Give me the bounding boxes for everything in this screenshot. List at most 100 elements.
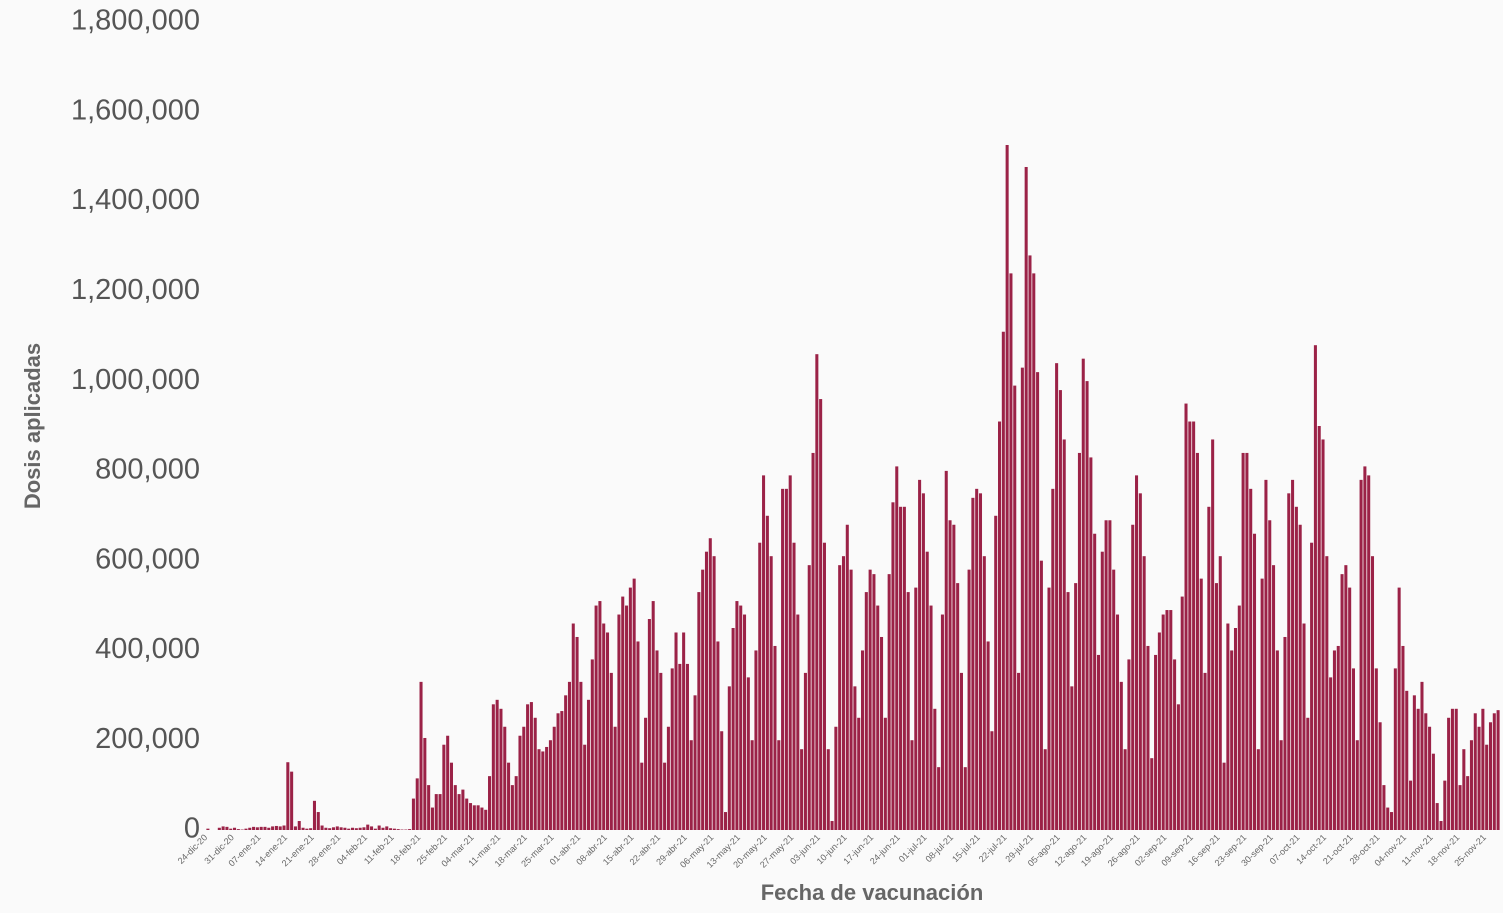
bar <box>998 421 1002 830</box>
bar <box>373 828 377 830</box>
bar <box>586 699 591 830</box>
bar <box>1127 659 1131 830</box>
bar <box>880 636 884 830</box>
bar <box>297 821 301 830</box>
bar <box>316 812 320 830</box>
bar <box>1104 520 1108 830</box>
bar <box>423 737 427 830</box>
bar <box>1108 520 1112 830</box>
bar <box>430 807 434 830</box>
y-tick-label: 600,000 <box>95 543 200 575</box>
bar <box>484 809 488 830</box>
bar <box>1157 632 1161 830</box>
bar <box>914 587 918 830</box>
bar <box>978 493 983 830</box>
bar <box>381 827 385 830</box>
bar <box>1089 457 1093 830</box>
bar <box>1477 726 1481 830</box>
bar <box>255 827 259 830</box>
bar <box>331 827 336 830</box>
bar <box>956 583 960 830</box>
bar <box>1264 479 1268 830</box>
bar <box>377 825 381 830</box>
bar <box>499 708 503 830</box>
bar <box>552 726 556 830</box>
bar <box>1359 479 1363 830</box>
bar <box>1355 740 1359 830</box>
bar <box>1466 776 1470 830</box>
bar <box>1275 650 1279 830</box>
bar <box>564 695 568 830</box>
bar <box>1370 556 1375 830</box>
bar <box>1401 645 1405 830</box>
bar <box>765 515 769 830</box>
bar <box>792 542 796 830</box>
bar <box>1100 551 1104 830</box>
bar <box>1081 358 1085 830</box>
bar <box>636 641 640 830</box>
bar <box>1435 803 1439 830</box>
bar <box>727 686 731 830</box>
bar <box>834 726 838 830</box>
bar <box>1146 645 1150 830</box>
bar <box>1287 493 1291 830</box>
bar <box>248 827 252 830</box>
bar <box>784 488 788 830</box>
bar <box>819 399 823 830</box>
bar <box>621 596 625 830</box>
bar <box>1214 583 1218 830</box>
bar <box>274 825 278 830</box>
bar <box>750 740 754 830</box>
y-tick-label: 1,200,000 <box>71 274 200 306</box>
x-axis-title: Fecha de vacunación <box>761 880 984 905</box>
bar <box>1481 708 1485 830</box>
bar <box>347 828 351 830</box>
bar <box>495 699 499 830</box>
y-tick-label: 800,000 <box>95 454 200 486</box>
bar <box>1363 466 1367 830</box>
bar <box>640 762 644 830</box>
bar <box>1473 713 1477 830</box>
bar <box>697 592 701 830</box>
bar <box>628 587 632 830</box>
bar <box>1233 628 1238 830</box>
bar <box>221 826 225 830</box>
bar <box>335 826 339 830</box>
bar <box>1112 569 1116 830</box>
bar <box>929 605 933 830</box>
bar <box>571 623 575 830</box>
bar <box>959 672 963 830</box>
bar <box>579 681 583 830</box>
bar <box>320 825 324 830</box>
bar <box>545 746 549 830</box>
bar <box>918 479 922 830</box>
bar <box>1306 717 1310 830</box>
bar <box>815 354 819 830</box>
bar <box>849 569 853 830</box>
bar <box>1150 758 1154 830</box>
bar <box>826 749 830 830</box>
bar <box>419 681 423 830</box>
bar <box>689 740 693 830</box>
bar <box>343 827 347 830</box>
bar <box>271 826 275 830</box>
bar <box>392 828 396 830</box>
bar <box>522 726 526 830</box>
bar <box>1039 560 1043 830</box>
bar <box>609 672 613 830</box>
bar <box>385 826 389 830</box>
bar <box>891 502 895 830</box>
bar <box>1420 681 1424 830</box>
bar <box>1492 713 1496 830</box>
bar <box>735 601 739 830</box>
bar <box>864 592 868 830</box>
bar <box>1340 574 1344 830</box>
bar <box>1367 475 1371 830</box>
bar <box>442 744 446 830</box>
bar <box>731 628 735 830</box>
bar <box>1252 533 1257 830</box>
bar <box>1036 372 1040 830</box>
bar <box>857 717 861 830</box>
bar <box>743 614 747 830</box>
